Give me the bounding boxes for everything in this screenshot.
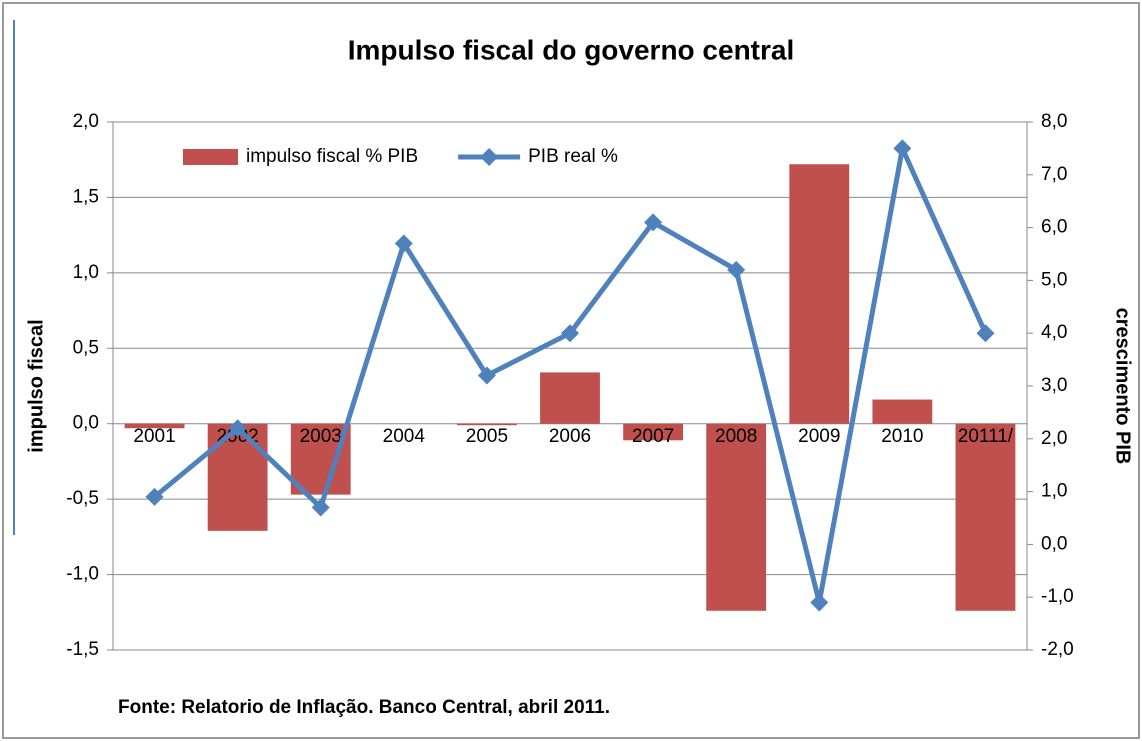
y-axis-title: impulso fiscal xyxy=(25,319,47,452)
x-tick-label: 2009 xyxy=(798,426,840,447)
y-tick-label: -0,5 xyxy=(66,488,99,509)
line-marker xyxy=(145,487,164,506)
line-marker xyxy=(394,234,413,253)
y-tick-label: 0,5 xyxy=(73,337,99,358)
x-tick-label: 2010 xyxy=(881,426,923,447)
x-tick-label: 2006 xyxy=(549,426,591,447)
x-tick-label: 2005 xyxy=(466,426,508,447)
legend-marker xyxy=(480,148,499,166)
line-marker xyxy=(477,366,496,385)
bar xyxy=(623,423,684,441)
y2-tick-label: 6,0 xyxy=(1041,217,1067,238)
legend-label: impulso fiscal % PIB xyxy=(246,146,418,167)
y-tick-label: 1,5 xyxy=(73,186,99,207)
x-tick-label: 20111/ xyxy=(958,426,1014,447)
bar xyxy=(872,399,933,424)
line-marker xyxy=(228,419,247,438)
legend-label: PIB real % xyxy=(528,146,618,167)
y-tick-label: 0,0 xyxy=(73,413,99,434)
line-marker xyxy=(311,498,330,517)
legend-swatch xyxy=(183,149,238,165)
y2-tick-label: 1,0 xyxy=(1041,481,1067,502)
x-tick-label: 2007 xyxy=(632,426,674,447)
y2-tick-label: 8,0 xyxy=(1041,111,1067,132)
y-tick-label: -1,0 xyxy=(66,564,99,585)
bar xyxy=(540,372,600,424)
y2-tick-label: 5,0 xyxy=(1041,269,1067,290)
source-note: Fonte: Relatorio de Inflação. Banco Cent… xyxy=(118,697,610,718)
line-marker xyxy=(727,260,746,279)
line-marker xyxy=(976,324,995,343)
y-tick-label: 1,0 xyxy=(73,262,99,283)
y2-tick-label: 0,0 xyxy=(1041,533,1067,554)
y2-axis-title: crescimento PIB xyxy=(1112,308,1134,465)
y2-tick-label: 4,0 xyxy=(1041,322,1067,343)
bar xyxy=(706,423,767,611)
line-marker xyxy=(810,593,829,612)
chart-title: Impulso fiscal do governo central xyxy=(348,34,795,65)
y2-tick-label: 7,0 xyxy=(1041,164,1067,185)
y-tick-label: -1,5 xyxy=(66,639,99,660)
bar xyxy=(789,164,850,424)
line-marker xyxy=(561,324,579,343)
x-tick-label: 2008 xyxy=(715,426,757,447)
y2-tick-label: -1,0 xyxy=(1041,586,1074,607)
y-tick-label: 2,0 xyxy=(73,111,99,132)
y2-tick-label: -2,0 xyxy=(1041,639,1074,660)
y2-tick-label: 2,0 xyxy=(1041,428,1067,449)
line-marker xyxy=(644,213,663,232)
x-tick-label: 2003 xyxy=(300,426,342,447)
x-tick-label: 2004 xyxy=(383,426,426,447)
x-tick-label: 2001 xyxy=(133,426,175,447)
y2-tick-label: 3,0 xyxy=(1041,375,1067,396)
bar xyxy=(456,423,517,426)
bar xyxy=(290,423,351,495)
bar xyxy=(124,423,185,429)
bar xyxy=(955,423,1016,611)
line-marker xyxy=(893,139,912,158)
